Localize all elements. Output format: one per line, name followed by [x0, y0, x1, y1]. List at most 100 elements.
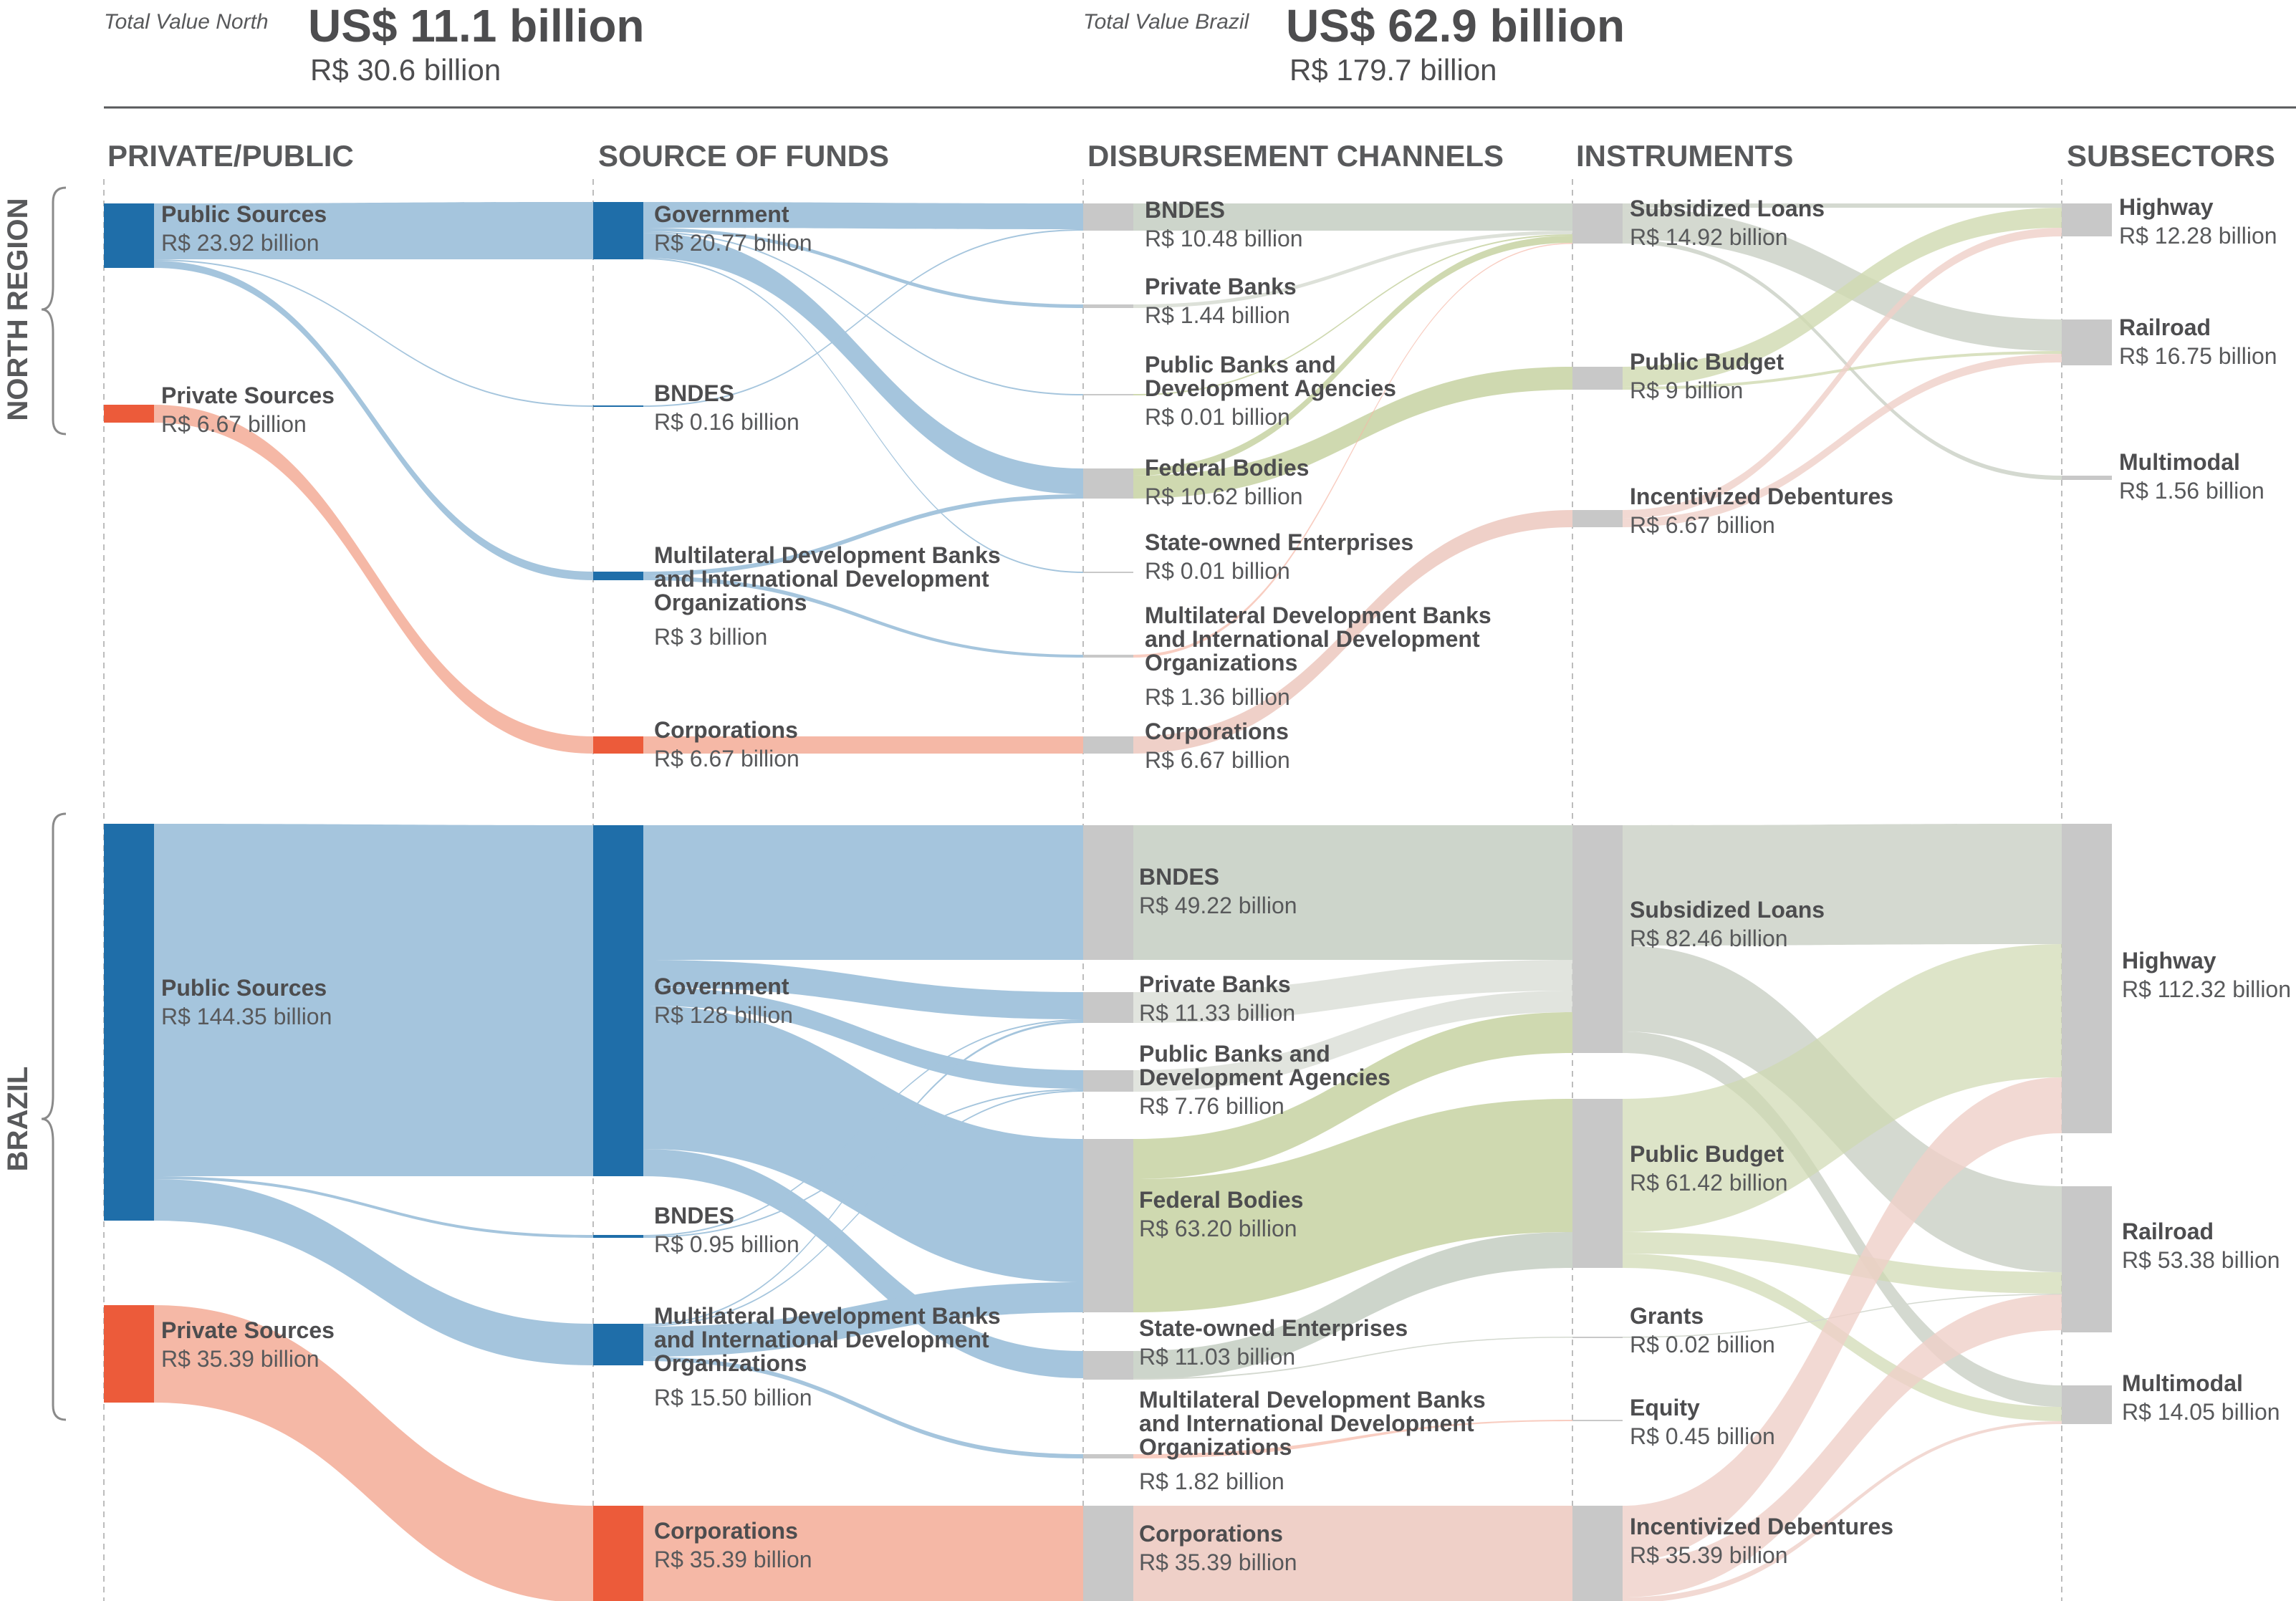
brazil-node-priv [104, 1305, 154, 1403]
brazil-node-name-hwy: Highway [2122, 948, 2216, 973]
brazil-node-name-bndesS: BNDES [654, 1203, 734, 1229]
brazil-label-rail: Railroad R$ 53.38 billion [2122, 1218, 2280, 1273]
north-node-rail [2062, 319, 2112, 365]
sankey-flow [643, 1089, 1083, 1238]
sankey-flow [643, 1019, 1083, 1236]
sankey-flow [643, 228, 1083, 308]
nodes-layer [104, 202, 2112, 1601]
north-label-hwy: Highway R$ 12.28 billion [2119, 194, 2277, 249]
brazil-node-value-bndesS: R$ 0.95 billion [654, 1231, 799, 1257]
north-bracket [41, 186, 67, 436]
north-label-budget: Public Budget R$ 9 billion [1630, 349, 1784, 403]
north-node-name-deb: Incentivized Debentures [1630, 484, 1893, 509]
brazil-node-value-corpC: R$ 35.39 billion [1139, 1549, 1297, 1575]
north-node-mdbS [593, 572, 643, 580]
north-node-name-mdbC: Organizations [1145, 650, 1297, 676]
north-node-value-sub: R$ 14.92 billion [1630, 224, 1788, 250]
north-node-value-hwy: R$ 12.28 billion [2119, 223, 2277, 249]
sankey-flow [643, 202, 1083, 229]
column-header-disbursement-channels: DISBURSEMENT CHANNELS [1087, 139, 1504, 173]
north-node-value-multi: R$ 1.56 billion [2119, 478, 2264, 504]
north-node-name-mdbS: and International Development [654, 566, 989, 592]
sankey-flow [643, 258, 1083, 573]
north-node-value-deb: R$ 6.67 billion [1630, 512, 1775, 538]
north-node-value-pub: R$ 23.92 billion [161, 230, 320, 256]
brazil-node-name-pubbank: Development Agencies [1139, 1064, 1390, 1090]
brazil-node-name-fed: Federal Bodies [1139, 1187, 1303, 1213]
sankey-flow [643, 736, 1083, 754]
north-label-deb: Incentivized Debentures R$ 6.67 billion [1630, 484, 1893, 538]
brazil-label-soe: State-owned Enterprises R$ 11.03 billion [1139, 1315, 1408, 1370]
sankey-flow [643, 231, 1083, 395]
north-node-gov [593, 202, 643, 259]
north-node-name-fed: Federal Bodies [1145, 455, 1309, 481]
brazil-node-name-rail: Railroad [2122, 1218, 2214, 1244]
north-node-name-pub: Public Sources [161, 201, 327, 227]
north-node-soe [1083, 572, 1133, 573]
north-label-fed: Federal Bodies R$ 10.62 billion [1145, 455, 1309, 509]
north-node-deb [1572, 510, 1623, 527]
sankey-flow [1623, 1032, 2062, 1407]
sankey-flow [154, 202, 593, 259]
brazil-label-budget: Public Budget R$ 61.42 billion [1630, 1141, 1788, 1196]
north-node-bndesS [593, 405, 643, 407]
sankey-flow [1133, 236, 1572, 476]
north-node-pbank [1083, 304, 1133, 308]
sankey-flow [1133, 1420, 1572, 1458]
sankey-flow [1133, 825, 1572, 960]
brazil-node-fed [1083, 1139, 1133, 1312]
brazil-node-name-mdbS: and International Development [654, 1327, 989, 1352]
total-north-brl: R$ 30.6 billion [310, 53, 501, 87]
sankey-flow [1133, 991, 1572, 1092]
sankey-flow [1133, 1099, 1572, 1312]
region-brackets [41, 186, 67, 1421]
brazil-node-value-grants: R$ 0.02 billion [1630, 1332, 1775, 1357]
north-node-value-priv: R$ 6.67 billion [161, 411, 307, 437]
sankey-flow [1623, 1421, 2062, 1601]
total-brazil-usd: US$ 62.9 billion [1286, 0, 1625, 52]
sankey-flow [643, 1021, 1083, 1325]
brazil-node-name-priv: Private Sources [161, 1317, 335, 1343]
north-node-value-pbank: R$ 1.44 billion [1145, 302, 1290, 328]
brazil-node-value-budget: R$ 61.42 billion [1630, 1170, 1788, 1196]
brazil-node-name-equity: Equity [1630, 1395, 1700, 1420]
sankey-flow [1133, 1337, 1572, 1380]
north-node-name-mdbS: Organizations [654, 590, 807, 615]
north-node-value-mdbS: R$ 3 billion [654, 624, 767, 650]
north-label-gov: Government R$ 20.77 billion [654, 201, 812, 256]
sankey-flow [1133, 234, 1572, 395]
north-node-value-corpS: R$ 6.67 billion [654, 746, 799, 771]
brazil-node-budget [1572, 1099, 1623, 1268]
sankey-flow [643, 960, 1083, 1019]
sankey-flow [1133, 1012, 1572, 1179]
sankey-flow [643, 233, 1083, 494]
brazil-label-equity: Equity R$ 0.45 billion [1630, 1395, 1775, 1449]
sankey-flow [1623, 1232, 2062, 1294]
brazil-node-name-sub: Subsidized Loans [1630, 897, 1825, 923]
brazil-node-name-pubbank: Public Banks and [1139, 1041, 1330, 1067]
brazil-label-fed: Federal Bodies R$ 63.20 billion [1139, 1187, 1303, 1241]
sankey-flow [154, 259, 593, 407]
north-node-hwy [2062, 203, 2112, 236]
north-node-name-mdbC: and International Development [1145, 626, 1480, 652]
sankey-flow [1623, 208, 2062, 351]
region-label-brazil: BRAZIL [2, 1067, 34, 1172]
north-node-corpC [1083, 736, 1133, 754]
brazil-node-value-hwy: R$ 112.32 billion [2122, 976, 2291, 1002]
north-node-value-bndesC: R$ 10.48 billion [1145, 226, 1303, 251]
sankey-flow [1623, 824, 2062, 946]
north-label-soe: State-owned Enterprises R$ 0.01 billion [1145, 529, 1413, 584]
brazil-node-value-equity: R$ 0.45 billion [1630, 1423, 1775, 1449]
brazil-node-name-pbank: Private Banks [1139, 971, 1291, 997]
north-node-name-mdbS: Multilateral Development Banks [654, 542, 1001, 568]
north-node-name-bndesC: BNDES [1145, 197, 1225, 223]
column-header-private-public: PRIVATE/PUBLIC [107, 139, 354, 173]
sankey-flow [1133, 1506, 1572, 1601]
brazil-node-value-pbank: R$ 11.33 billion [1139, 1000, 1295, 1026]
brazil-node-pub [104, 824, 154, 1221]
column-headers: PRIVATE/PUBLIC SOURCE OF FUNDS DISBURSEM… [107, 139, 2275, 173]
brazil-node-multi [2062, 1385, 2112, 1424]
